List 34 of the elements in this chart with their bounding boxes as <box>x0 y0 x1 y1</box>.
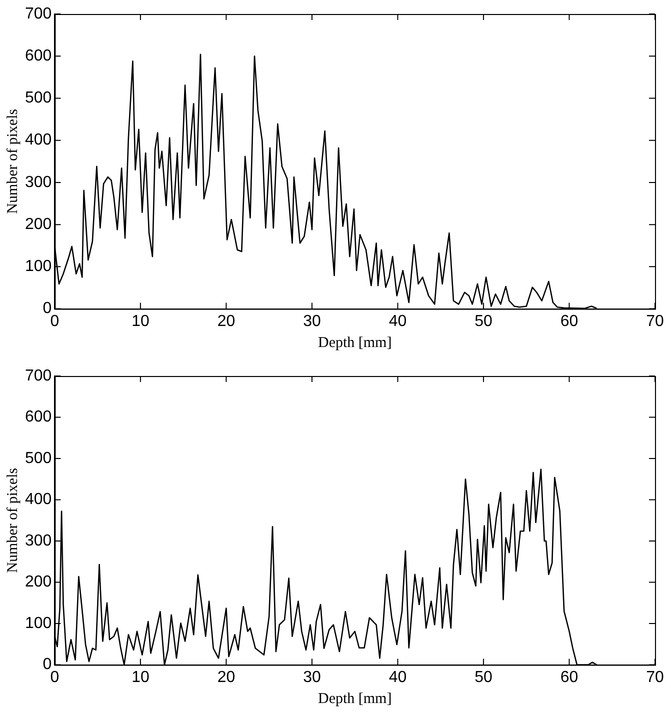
y-tick-label: 200 <box>24 574 52 591</box>
y-axis-title: Number of pixels <box>4 468 21 573</box>
x-tick-label: 20 <box>217 668 236 686</box>
y-tick-label: 100 <box>24 614 52 632</box>
y-tick-label: 400 <box>24 132 52 149</box>
x-tick-label: 30 <box>303 668 321 686</box>
y-tick-label: 500 <box>24 90 52 107</box>
x-axis-title: Depth [mm] <box>318 334 392 351</box>
x-axis-title: Depth [mm] <box>318 690 392 707</box>
y-tick-label: 0 <box>42 300 52 318</box>
y-tick-label: 100 <box>24 258 52 276</box>
y-axis-title: Number of pixels <box>4 108 21 214</box>
x-tick-label: 60 <box>560 668 578 686</box>
y-tick-label: 700 <box>24 367 52 384</box>
y-tick-label: 600 <box>24 408 52 426</box>
x-tick-label: 20 <box>217 312 236 330</box>
y-tick-label: 400 <box>24 491 52 508</box>
x-tick-label: 30 <box>303 312 321 330</box>
y-tick-label: 500 <box>24 450 52 467</box>
y-tick-label: 0 <box>42 656 52 674</box>
y-tick-label: 600 <box>24 48 52 65</box>
y-tick-label: 700 <box>24 5 52 22</box>
x-tick-label: 50 <box>474 312 492 330</box>
x-tick-label: 40 <box>388 312 407 330</box>
y-tick-label: 300 <box>24 174 52 191</box>
y-tick-label: 300 <box>24 532 52 550</box>
x-tick-label: 70 <box>646 668 664 686</box>
x-tick-label: 70 <box>646 312 664 330</box>
x-tick-label: 10 <box>132 668 150 686</box>
x-tick-label: 10 <box>132 312 150 330</box>
x-tick-label: 60 <box>560 312 578 330</box>
x-tick-label: 40 <box>388 668 407 686</box>
y-tick-label: 200 <box>24 216 52 233</box>
x-tick-label: 50 <box>474 668 492 686</box>
